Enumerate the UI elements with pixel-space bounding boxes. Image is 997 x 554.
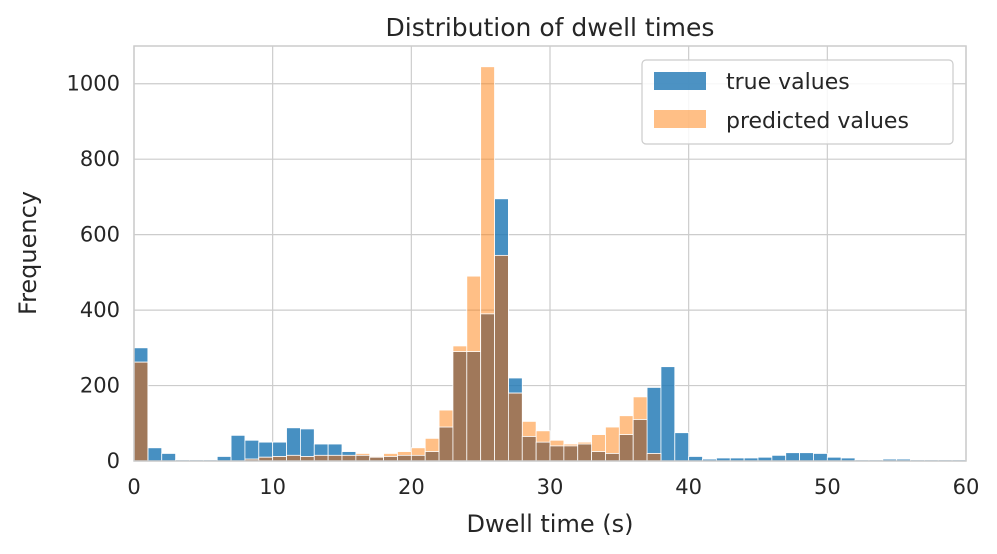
- x-tick-label: 0: [127, 475, 140, 499]
- bar-overlap: [424, 451, 440, 462]
- bar-overlap: [646, 453, 662, 462]
- bar-overlap: [466, 351, 482, 462]
- bar-overlap: [133, 361, 149, 462]
- bar-true-values: [244, 439, 260, 462]
- y-tick-label: 400: [80, 298, 120, 322]
- bar-overlap: [577, 443, 593, 462]
- y-tick-label: 600: [80, 223, 120, 247]
- x-tick-label: 20: [398, 475, 425, 499]
- bar-true-values: [785, 452, 801, 462]
- bar-overlap: [591, 451, 606, 462]
- x-tick-label: 30: [537, 475, 564, 499]
- bar-overlap: [521, 436, 537, 462]
- legend: true values predicted values: [641, 59, 954, 145]
- legend-label-true-values: true values: [726, 70, 850, 95]
- overlap-bars: [133, 254, 662, 462]
- bar-true-values: [147, 447, 163, 462]
- bar-overlap: [452, 351, 468, 462]
- y-tick-label: 1000: [67, 72, 120, 96]
- bar-overlap: [410, 454, 426, 462]
- x-tick-label: 60: [953, 475, 980, 499]
- bar-true-values: [646, 387, 662, 462]
- legend-swatch-predicted-values: [654, 110, 706, 128]
- x-tick-label: 40: [675, 475, 702, 499]
- legend-label-predicted-values: predicted values: [726, 109, 909, 134]
- bar-overlap: [286, 454, 301, 462]
- y-tick-label: 800: [80, 147, 120, 171]
- bars-predicted-values: [133, 66, 662, 462]
- bar-overlap: [632, 419, 648, 462]
- x-axis-label: Dwell time (s): [467, 510, 634, 538]
- bar-true-values: [161, 453, 177, 462]
- y-tick-label: 200: [80, 374, 120, 398]
- bar-true-values: [230, 434, 246, 462]
- bar-overlap: [494, 254, 509, 462]
- x-tick-labels: 0 10 20 30 40 50 60: [127, 475, 979, 499]
- bar-overlap: [355, 454, 371, 462]
- chart-title: Distribution of dwell times: [386, 13, 715, 42]
- bar-overlap: [507, 392, 523, 462]
- x-tick-label: 10: [259, 475, 286, 499]
- bar-overlap: [438, 426, 454, 462]
- bar-overlap: [549, 445, 565, 462]
- bar-true-values: [771, 454, 787, 462]
- bar-overlap: [618, 434, 634, 462]
- bar-true-values: [674, 432, 690, 462]
- y-axis-label: Frequency: [14, 191, 42, 315]
- bar-true-values: [660, 366, 676, 462]
- y-tick-label: 0: [107, 449, 120, 473]
- legend-box: [641, 59, 954, 145]
- bar-true-values: [813, 453, 828, 462]
- y-tick-labels: 0 200 400 600 800 1000: [67, 72, 120, 473]
- bar-overlap: [341, 454, 357, 462]
- bar-overlap: [605, 453, 620, 462]
- bar-overlap: [397, 454, 412, 462]
- bar-overlap: [313, 454, 329, 462]
- plot-frame: [133, 45, 967, 462]
- legend-swatch-true-values: [654, 72, 706, 90]
- bar-overlap: [535, 441, 551, 462]
- bar-overlap: [327, 454, 343, 462]
- bar-overlap: [563, 445, 579, 462]
- bar-true-values: [799, 452, 814, 462]
- x-tick-label: 50: [814, 475, 841, 499]
- bar-overlap: [480, 313, 495, 462]
